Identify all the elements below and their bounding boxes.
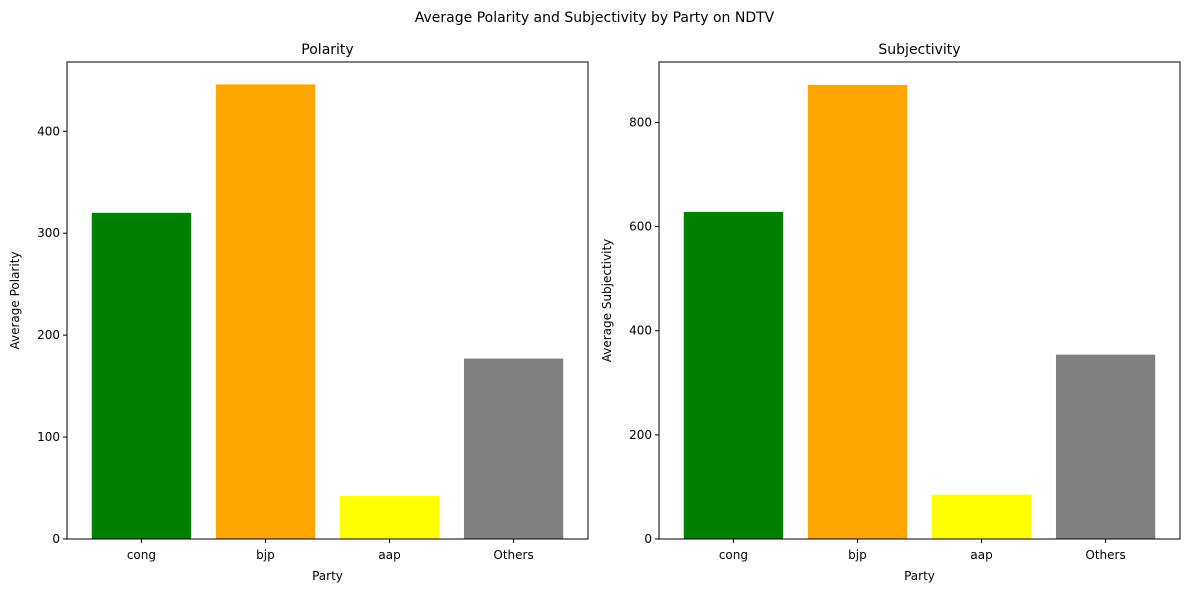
subjectivity-ylabel: Average Subjectivity [600, 239, 614, 363]
polarity-ytick-label: 200 [37, 328, 60, 342]
polarity-bar-bjp [215, 84, 316, 539]
subjectivity-bar-bjp [807, 84, 908, 540]
subjectivity-ytick-label: 0 [644, 532, 652, 546]
subjectivity-xtick-label-bjp: bjp [848, 548, 867, 562]
polarity-xlabel: Party [312, 569, 343, 583]
polarity-xtick-label-others: Others [493, 548, 533, 562]
polarity-ytick-label: 0 [52, 532, 60, 546]
subjectivity-axes-frame [658, 61, 1181, 540]
polarity-ytick-label: 100 [37, 430, 60, 444]
subjectivity-xtick-label-aap: aap [970, 548, 992, 562]
polarity-title: Polarity [301, 42, 353, 58]
polarity-bar-aap [339, 496, 440, 539]
polarity-xtick-label-cong: cong [127, 548, 156, 562]
polarity-ytick-label: 300 [37, 226, 60, 240]
subjectivity-bar-others [1055, 354, 1156, 539]
figure-suptitle: Average Polarity and Subjectivity by Par… [415, 10, 775, 26]
polarity-bar-cong [91, 212, 192, 539]
polarity-axes-frame [66, 61, 589, 540]
subjectivity-xlabel: Party [904, 569, 935, 583]
polarity-xtick-label-aap: aap [378, 548, 400, 562]
subjectivity-bar-cong [683, 211, 784, 539]
subjectivity-ytick-label: 200 [629, 428, 652, 442]
polarity-ytick-label: 400 [37, 124, 60, 138]
polarity-chart: 0 100 200 300 400 cong bjp aap Others Polarity Par… [8, 42, 589, 583]
subjectivity-ytick-label: 800 [629, 115, 652, 129]
subjectivity-bar-aap [931, 494, 1032, 539]
polarity-bar-others [463, 358, 564, 539]
polarity-xtick-label-bjp: bjp [256, 548, 275, 562]
subjectivity-ytick-label: 600 [629, 220, 652, 234]
polarity-ylabel: Average Polarity [8, 251, 22, 349]
subjectivity-ytick-label: 400 [629, 324, 652, 338]
subjectivity-chart: 0 200 400 600 800 cong bjp aap Others Subjectivit… [600, 42, 1181, 583]
subjectivity-xtick-label-cong: cong [719, 548, 748, 562]
subjectivity-xtick-label-others: Others [1085, 548, 1125, 562]
subjectivity-title: Subjectivity [878, 42, 960, 58]
